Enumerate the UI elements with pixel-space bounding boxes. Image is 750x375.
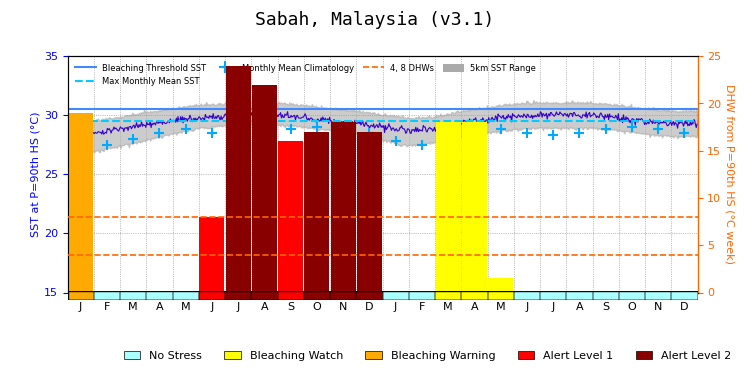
Bar bbox=[409, 291, 435, 300]
Bar bbox=[304, 291, 330, 300]
Bar bbox=[225, 291, 251, 300]
Bar bbox=[357, 132, 382, 292]
Bar bbox=[199, 291, 225, 300]
Bar bbox=[619, 291, 645, 300]
Bar bbox=[199, 291, 225, 300]
Bar bbox=[226, 66, 251, 292]
Bar bbox=[409, 291, 435, 300]
Y-axis label: SST at P=90th HS (°C): SST at P=90th HS (°C) bbox=[31, 112, 40, 237]
Bar bbox=[94, 291, 120, 300]
Bar bbox=[619, 291, 645, 300]
Bar bbox=[251, 291, 278, 300]
Bar bbox=[645, 291, 671, 300]
Bleaching Threshold SST bbox=[63, 106, 72, 111]
Bar bbox=[488, 291, 514, 300]
Bar bbox=[488, 291, 514, 300]
Bar bbox=[540, 291, 566, 300]
Bar bbox=[514, 291, 540, 300]
Bar bbox=[356, 291, 382, 300]
Bar bbox=[382, 291, 409, 300]
Bar bbox=[435, 291, 461, 300]
Bar bbox=[462, 122, 487, 292]
Bar bbox=[146, 291, 172, 300]
Legend: No Stress, Bleaching Watch, Bleaching Warning, Alert Level 1, Alert Level 2: No Stress, Bleaching Watch, Bleaching Wa… bbox=[119, 347, 736, 366]
Bar bbox=[68, 113, 93, 292]
Bar bbox=[304, 291, 330, 300]
Bar bbox=[436, 122, 460, 292]
Bar bbox=[488, 278, 513, 292]
Bar bbox=[461, 291, 488, 300]
Bar bbox=[251, 291, 278, 300]
Bar bbox=[592, 291, 619, 300]
Bar bbox=[278, 291, 304, 300]
Bar bbox=[304, 132, 329, 292]
Bar bbox=[330, 291, 356, 300]
Bar bbox=[330, 291, 356, 300]
Bar bbox=[252, 85, 277, 292]
Text: Sabah, Malaysia (v3.1): Sabah, Malaysia (v3.1) bbox=[255, 11, 495, 29]
Bar bbox=[68, 291, 94, 300]
Bar bbox=[382, 291, 409, 300]
Bar bbox=[278, 141, 303, 292]
Bleaching Threshold SST bbox=[89, 106, 98, 111]
Bar bbox=[435, 291, 461, 300]
Bar bbox=[94, 291, 120, 300]
Bar bbox=[671, 291, 698, 300]
Legend: Bleaching Threshold SST, Max Monthly Mean SST, Monthly Mean Climatology, 4, 8 DH: Bleaching Threshold SST, Max Monthly Mea… bbox=[72, 60, 539, 89]
Bar bbox=[146, 291, 172, 300]
Max Monthly Mean SST bbox=[63, 118, 72, 123]
Bar bbox=[645, 291, 671, 300]
Bar bbox=[172, 291, 199, 300]
Bar bbox=[461, 291, 488, 300]
Bar bbox=[514, 291, 540, 300]
Bar bbox=[200, 217, 224, 292]
Bar bbox=[356, 291, 382, 300]
Bar bbox=[592, 291, 619, 300]
Bar bbox=[120, 291, 146, 300]
Bar bbox=[120, 291, 146, 300]
Bar bbox=[278, 291, 304, 300]
Bar bbox=[68, 291, 94, 300]
Bar bbox=[331, 122, 356, 292]
Y-axis label: DHW from P=90th HS (°C week): DHW from P=90th HS (°C week) bbox=[724, 84, 734, 264]
Bar bbox=[172, 291, 199, 300]
Bar bbox=[225, 291, 251, 300]
Bar bbox=[671, 291, 698, 300]
Bar bbox=[566, 291, 592, 300]
Bar bbox=[566, 291, 592, 300]
Max Monthly Mean SST bbox=[89, 118, 98, 123]
Bar bbox=[540, 291, 566, 300]
